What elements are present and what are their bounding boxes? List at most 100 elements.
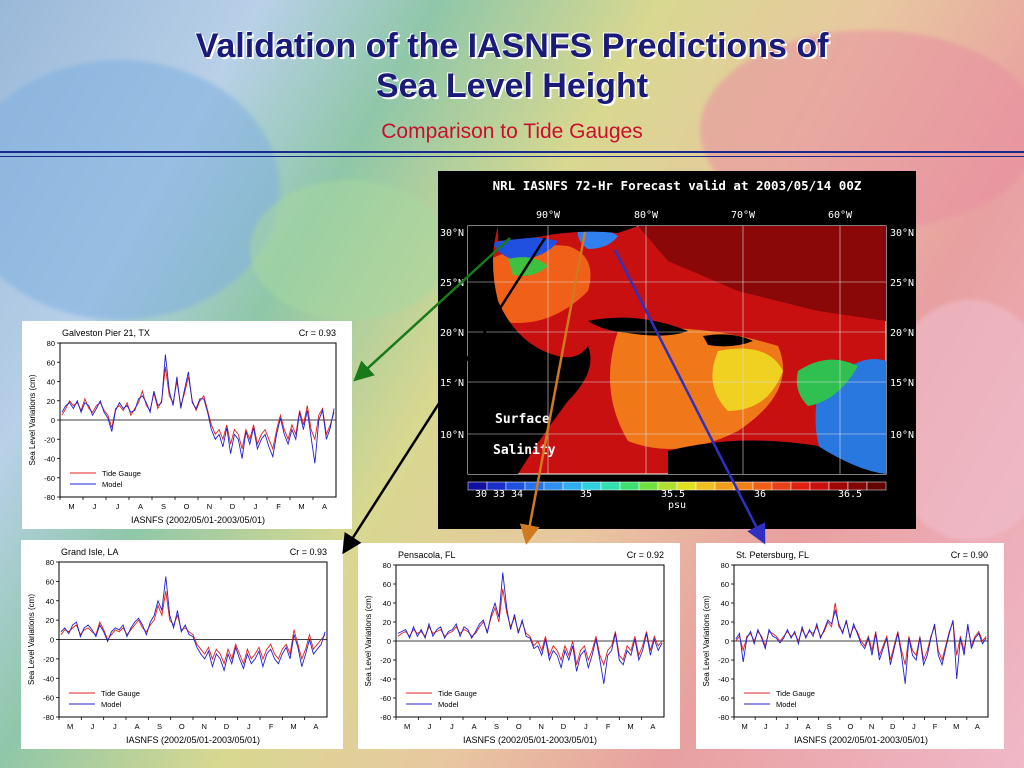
chart-x-tick-label: J — [116, 502, 120, 511]
chart-x-axis-label: IASNFS (2002/05/01-2003/05/01) — [463, 735, 597, 745]
chart-series-line — [735, 602, 987, 665]
colorbar-labels: 30 33 34 35 35.5 36 36.5 psu — [475, 489, 862, 511]
chart-station-name: St. Petersburg, FL — [736, 550, 809, 560]
chart-x-axis-label: IASNFS (2002/05/01-2003/05/01) — [126, 735, 260, 745]
chart-x-tick-label: D — [561, 722, 567, 731]
colorbar-label: 33 — [493, 489, 505, 500]
chart-y-tick-label: -80 — [44, 493, 55, 502]
chart-x-tick-label: O — [184, 502, 190, 511]
chart-series-line — [735, 608, 987, 684]
slide-title-line2: Sea Level Height — [375, 67, 649, 105]
salinity-field-orange — [477, 245, 591, 323]
land-us — [498, 226, 638, 241]
arrow-galveston — [353, 237, 511, 382]
chart-y-tick-label: 0 — [50, 636, 54, 645]
chart-x-tick-label: F — [269, 722, 274, 731]
chart-x-tick-label: J — [450, 722, 454, 731]
chart-grand-isle-svg: Grand Isle, LA Cr = 0.93 80 60 40 20 0 -20 -40 -6… — [27, 547, 328, 745]
chart-x-tick-label: M — [298, 502, 304, 511]
lat-label: 15°N — [890, 378, 914, 389]
chart-y-tick-label: -40 — [718, 675, 729, 684]
chart-y-tick-label: 60 — [721, 580, 729, 589]
chart-correlation: Cr = 0.92 — [627, 550, 664, 560]
chart-y-tick-label: -20 — [380, 656, 391, 665]
lat-labels-right: 30°N 25°N 20°N 15°N 10°N — [890, 228, 914, 441]
chart-series-line — [60, 576, 326, 673]
chart-y-tick-label: 20 — [46, 616, 54, 625]
chart-x-tick-label: M — [741, 722, 747, 731]
lat-label: 30°N — [440, 228, 464, 239]
chart-correlation: Cr = 0.93 — [299, 328, 336, 338]
chart-galveston-svg: Galveston Pier 21, TX Cr = 0.93 80 60 40 20 0 -… — [28, 328, 337, 525]
chart-y-tick-label: 20 — [383, 618, 391, 627]
chart-x-tick-label: A — [472, 722, 477, 731]
chart-y-tick-label: -60 — [43, 694, 54, 703]
land-cuba — [588, 317, 688, 336]
land-mexico — [468, 226, 591, 474]
arrow-grand-isle — [342, 237, 547, 555]
chart-y-tick-label: 80 — [47, 339, 55, 348]
chart-st-petersburg-svg: St. Petersburg, FL Cr = 0.90 80 60 40 20 0 -20 -… — [702, 550, 989, 745]
chart-x-tick-label: J — [113, 722, 117, 731]
lat-label: 25°N — [890, 278, 914, 289]
chart-y-tick-label: -20 — [718, 656, 729, 665]
chart-x-tick-label: J — [254, 502, 258, 511]
chart-x-tick-label: O — [847, 722, 853, 731]
chart-x-tick-label: J — [247, 722, 251, 731]
field-label-2: Salinity — [493, 443, 556, 458]
chart-legend-label: Tide Gauge — [101, 689, 140, 698]
arrow-pensacola — [519, 231, 587, 545]
chart-x-tick-label: F — [276, 502, 281, 511]
chart-y-tick-label: -80 — [380, 713, 391, 722]
chart-y-axis-label: Sea Level Variations (cm) — [702, 595, 711, 686]
colorbar-label: 35 — [580, 489, 592, 500]
land-hispaniola — [703, 334, 753, 347]
chart-x-tick-label: N — [201, 722, 206, 731]
chart-x-tick-label: M — [68, 502, 74, 511]
salinity-field-green — [796, 359, 858, 406]
chart-correlation: Cr = 0.90 — [951, 550, 988, 560]
chart-y-axis-label: Sea Level Variations (cm) — [27, 594, 36, 685]
chart-x-tick-label: J — [912, 722, 916, 731]
chart-x-tick-label: S — [157, 722, 162, 731]
chart-y-tick-label: 0 — [51, 416, 55, 425]
chart-y-tick-label: 40 — [721, 599, 729, 608]
lon-label: 70°W — [731, 210, 756, 221]
chart-legend-label: Model — [776, 700, 797, 709]
chart-x-tick-label: N — [538, 722, 543, 731]
chart-x-axis-label: IASNFS (2002/05/01-2003/05/01) — [131, 515, 265, 525]
chart-pensacola-svg: Pensacola, FL Cr = 0.92 80 60 40 20 0 -20 -40 -60… — [364, 550, 665, 745]
chart-y-tick-label: 80 — [383, 561, 391, 570]
chart-y-tick-label: 0 — [387, 637, 391, 646]
arrow-st-petersburg — [613, 249, 766, 545]
chart-y-tick-label: -80 — [718, 713, 729, 722]
chart-x-tick-label: F — [933, 722, 938, 731]
chart-x-tick-label: M — [67, 722, 73, 731]
chart-x-tick-label: S — [827, 722, 832, 731]
chart-x-tick-label: J — [91, 722, 95, 731]
chart-y-tick-label: 60 — [46, 577, 54, 586]
background-decoration — [250, 180, 450, 320]
background-decoration — [0, 60, 280, 320]
salinity-field-dark — [638, 226, 886, 321]
chart-x-tick-label: S — [494, 722, 499, 731]
chart-y-tick-label: -20 — [43, 655, 54, 664]
land-south-america — [668, 440, 886, 474]
chart-station-name: Pensacola, FL — [398, 550, 456, 560]
chart-x-tick-label: S — [161, 502, 166, 511]
chart-x-tick-label: A — [806, 722, 811, 731]
chart-legend-label: Tide Gauge — [102, 469, 141, 478]
chart-y-tick-label: 40 — [383, 599, 391, 608]
lon-label: 80°W — [634, 210, 659, 221]
chart-y-tick-label: -40 — [44, 455, 55, 464]
colorbar-unit: psu — [668, 500, 686, 511]
chart-y-tick-label: 20 — [47, 397, 55, 406]
map-title: NRL IASNFS 72-Hr Forecast valid at 2003/… — [493, 178, 862, 193]
chart-x-tick-label: J — [428, 722, 432, 731]
chart-x-tick-label: A — [322, 502, 327, 511]
chart-station-name: Grand Isle, LA — [61, 547, 119, 557]
chart-y-tick-label: 40 — [46, 597, 54, 606]
salinity-field-yellow — [712, 348, 783, 411]
salinity-map-svg: NRL IASNFS 72-Hr Forecast valid at 2003/… — [440, 178, 914, 511]
